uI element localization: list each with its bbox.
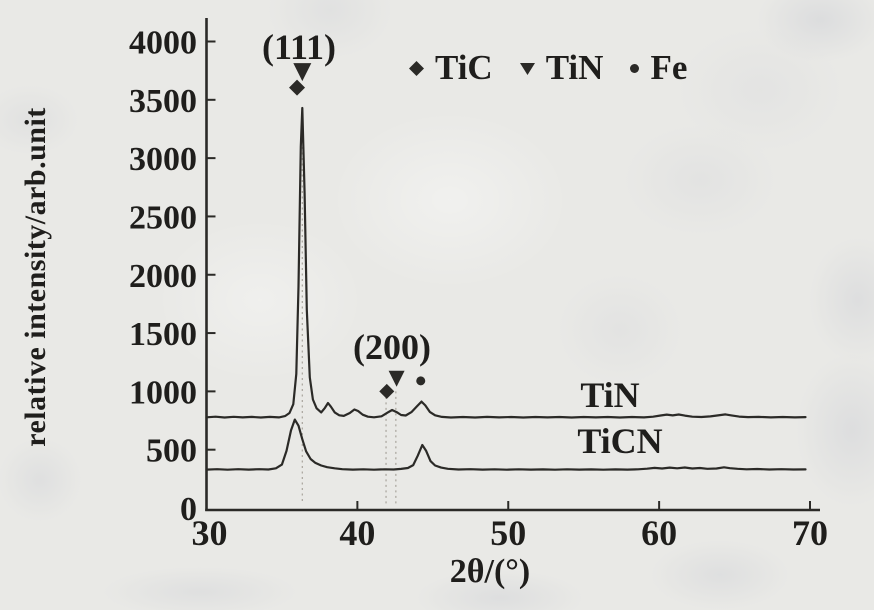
y-tick-label: 3000 [129,141,197,178]
peak-diamond-icon [289,79,306,96]
axes: 0 500 1000 1500 2000 2500 3000 3500 4000 30 40 50 60… [129,18,828,553]
peak-diamond-icon [379,383,395,399]
triangle-down-icon [519,61,536,76]
trace-tin [205,106,807,419]
annotation-200: (200) [353,327,431,367]
trace-label-ticn: TiCN [577,421,663,461]
legend-label-fe: Fe [650,48,688,87]
legend-label-tic: TiC [435,48,493,87]
x-axis-title: 2θ/(°) [449,553,531,590]
legend: TiC TiN Fe [408,48,687,88]
peak-circle-icon [416,376,426,386]
diamond-icon [408,60,425,77]
phase-peak-markers [289,63,426,399]
legend-label-tin: TiN [545,48,604,87]
x-tick-label: 50 [490,513,526,553]
y-tick-label: 4000 [129,25,197,62]
legend-item-tic: TiC [408,48,493,88]
legend-item-fe: Fe [629,48,687,88]
y-tick-label: 3500 [129,83,197,120]
y-tick-label: 2500 [129,199,197,236]
y-tick-label: 500 [146,433,197,470]
x-tick-label: 60 [641,513,677,553]
x-tick-label: 70 [792,513,828,553]
trace-ticn [205,418,807,471]
y-tick-label: 1000 [129,374,197,411]
circle-icon [629,63,640,74]
legend-item-tin: TiN [519,48,604,88]
y-tick-label: 0 [180,491,197,528]
x-tick-label: 40 [339,513,375,553]
guide-lines [301,111,397,504]
y-tick-label: 2000 [129,258,197,295]
peak-triangle-down-icon [388,370,405,387]
y-tick-label: 1500 [129,316,197,353]
annotation-111: (111) [261,27,337,67]
peak-triangle-down-icon [293,63,312,82]
y-axis-title: relative intensity/arb.unit [19,107,52,447]
diffraction-traces [205,106,807,471]
x-tick-label: 30 [192,513,228,553]
trace-label-tin: TiN [580,375,640,415]
